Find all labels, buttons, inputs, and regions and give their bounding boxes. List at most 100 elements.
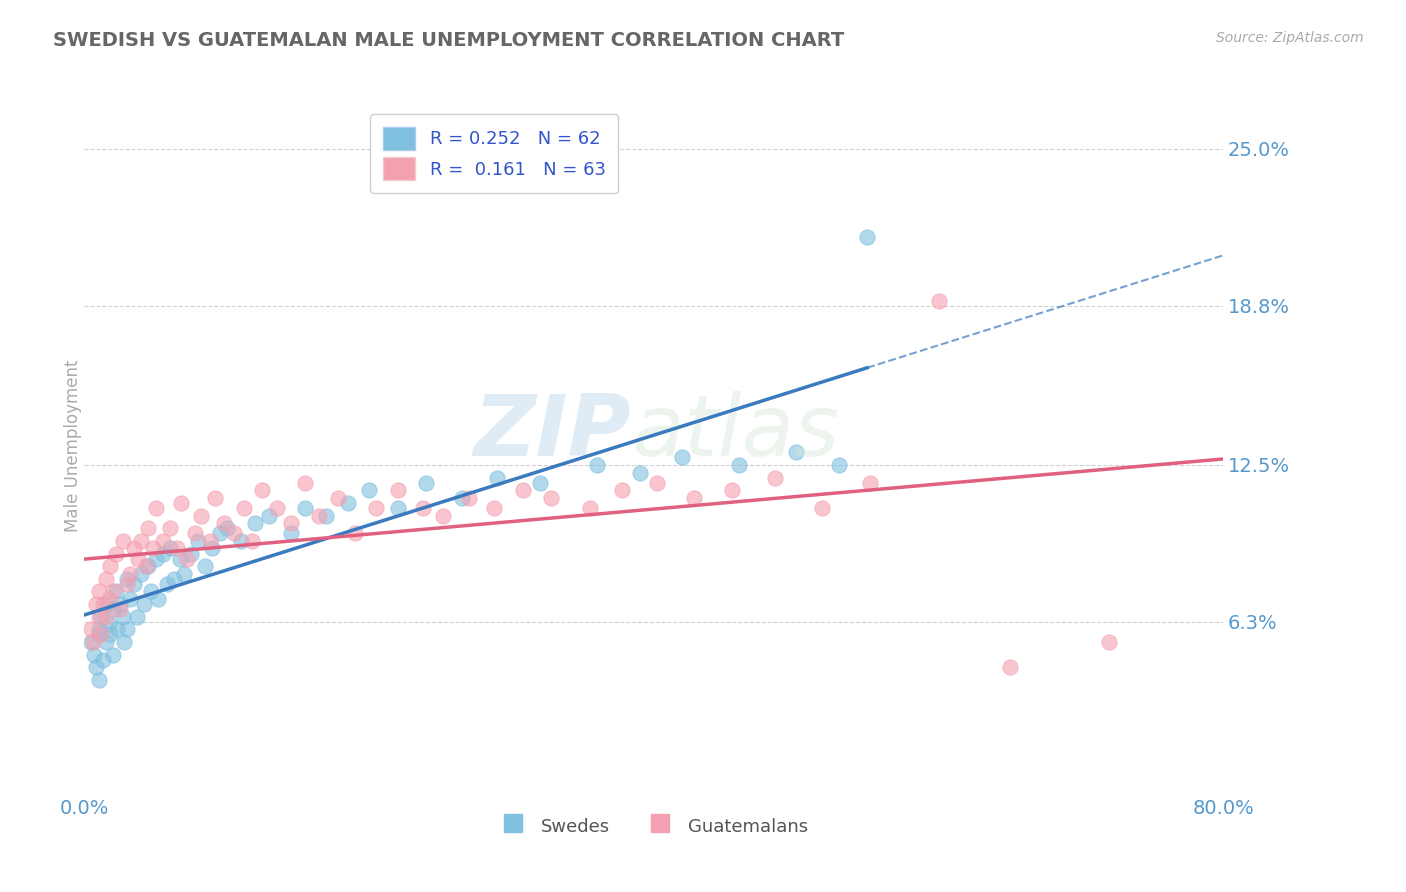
Point bbox=[90, 609, 112, 624]
Point bbox=[94, 609, 117, 624]
Point bbox=[828, 458, 851, 472]
Point bbox=[928, 293, 950, 308]
Point bbox=[240, 533, 263, 548]
Point bbox=[810, 500, 832, 515]
Point bbox=[84, 660, 107, 674]
Point bbox=[145, 551, 167, 566]
Point bbox=[134, 597, 156, 611]
Point bbox=[159, 541, 181, 556]
Point bbox=[326, 491, 349, 505]
Point bbox=[187, 533, 209, 548]
Point bbox=[763, 470, 786, 484]
Point bbox=[112, 635, 135, 649]
Point bbox=[82, 635, 104, 649]
Point bbox=[170, 496, 193, 510]
Point bbox=[152, 533, 174, 548]
Point bbox=[222, 526, 245, 541]
Point bbox=[280, 526, 302, 541]
Point bbox=[84, 597, 107, 611]
Point bbox=[98, 559, 121, 574]
Point bbox=[232, 500, 254, 515]
Text: ZIP: ZIP bbox=[474, 391, 631, 474]
Point bbox=[486, 470, 509, 484]
Point bbox=[127, 551, 149, 566]
Point bbox=[457, 491, 479, 505]
Point bbox=[432, 508, 454, 523]
Point bbox=[118, 566, 141, 581]
Point bbox=[166, 541, 188, 556]
Point bbox=[859, 475, 882, 490]
Point bbox=[308, 508, 330, 523]
Point bbox=[484, 500, 506, 515]
Point bbox=[138, 559, 160, 574]
Point bbox=[450, 491, 472, 505]
Point bbox=[245, 516, 267, 531]
Point bbox=[645, 475, 668, 490]
Point bbox=[101, 584, 124, 599]
Point bbox=[315, 508, 337, 523]
Point bbox=[682, 491, 704, 505]
Point bbox=[135, 559, 157, 574]
Point bbox=[148, 592, 170, 607]
Point bbox=[387, 500, 409, 515]
Point bbox=[156, 577, 179, 591]
Point bbox=[229, 533, 252, 548]
Point bbox=[176, 551, 198, 566]
Point bbox=[115, 572, 138, 586]
Point bbox=[90, 627, 112, 641]
Text: Source: ZipAtlas.com: Source: ZipAtlas.com bbox=[1216, 31, 1364, 45]
Point bbox=[159, 521, 181, 535]
Point bbox=[294, 475, 316, 490]
Point bbox=[108, 602, 131, 616]
Point bbox=[94, 572, 117, 586]
Point bbox=[343, 526, 366, 541]
Point bbox=[152, 547, 174, 561]
Point bbox=[83, 648, 105, 662]
Point bbox=[204, 491, 226, 505]
Point bbox=[280, 516, 302, 531]
Point bbox=[259, 508, 281, 523]
Point bbox=[101, 648, 124, 662]
Point bbox=[212, 516, 235, 531]
Point bbox=[628, 466, 651, 480]
Point bbox=[252, 483, 274, 498]
Point bbox=[80, 623, 103, 637]
Point bbox=[540, 491, 562, 505]
Point bbox=[785, 445, 807, 459]
Point bbox=[198, 533, 221, 548]
Y-axis label: Male Unemployment: Male Unemployment bbox=[65, 359, 82, 533]
Point bbox=[87, 627, 110, 641]
Point bbox=[97, 592, 120, 607]
Point bbox=[180, 547, 202, 561]
Legend: Swedes, Guatemalans: Swedes, Guatemalans bbox=[492, 807, 815, 844]
Point bbox=[118, 592, 141, 607]
Text: atlas: atlas bbox=[631, 391, 839, 474]
Point bbox=[111, 533, 134, 548]
Point bbox=[612, 483, 634, 498]
Point bbox=[998, 660, 1021, 674]
Point bbox=[145, 500, 167, 515]
Point bbox=[163, 572, 186, 586]
Point bbox=[201, 541, 224, 556]
Text: SWEDISH VS GUATEMALAN MALE UNEMPLOYMENT CORRELATION CHART: SWEDISH VS GUATEMALAN MALE UNEMPLOYMENT … bbox=[53, 31, 845, 50]
Point bbox=[728, 458, 751, 472]
Point bbox=[104, 584, 127, 599]
Point bbox=[131, 566, 153, 581]
Point bbox=[94, 635, 117, 649]
Point bbox=[105, 623, 128, 637]
Point bbox=[190, 508, 212, 523]
Point bbox=[97, 617, 120, 632]
Point bbox=[208, 526, 231, 541]
Point bbox=[87, 609, 110, 624]
Point bbox=[138, 521, 160, 535]
Point bbox=[104, 547, 127, 561]
Point bbox=[856, 230, 879, 244]
Point bbox=[173, 566, 195, 581]
Point bbox=[91, 653, 114, 667]
Point bbox=[512, 483, 534, 498]
Point bbox=[87, 673, 110, 687]
Point bbox=[194, 559, 217, 574]
Point bbox=[142, 541, 165, 556]
Point bbox=[169, 551, 191, 566]
Point bbox=[115, 623, 138, 637]
